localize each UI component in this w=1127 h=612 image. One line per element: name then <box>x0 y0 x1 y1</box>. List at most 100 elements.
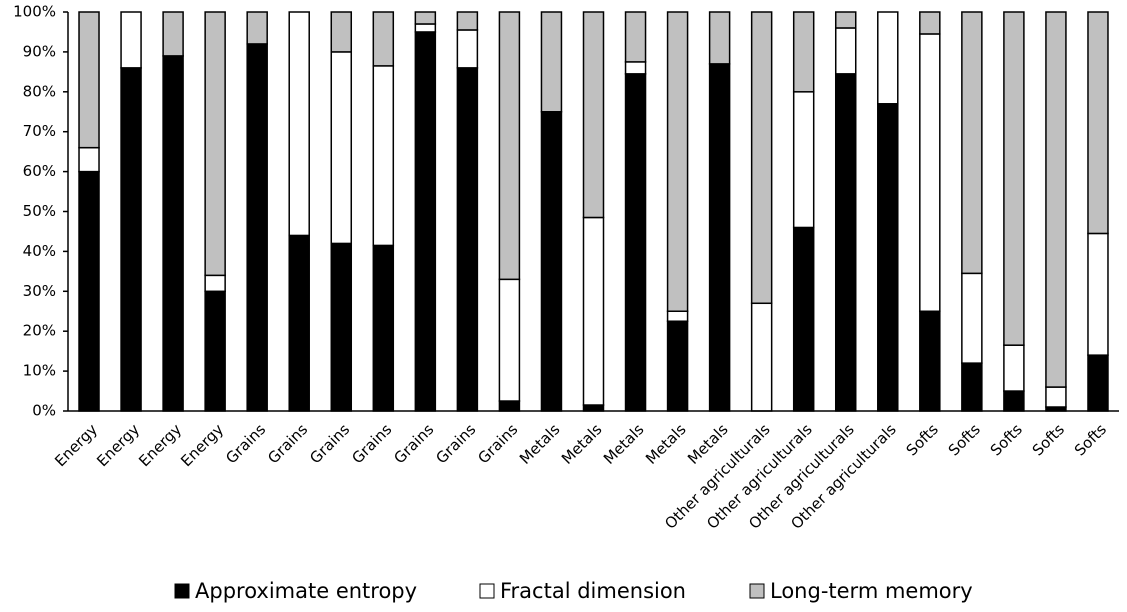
bar-segment <box>540 11 563 113</box>
x-tick-label: Softs <box>1029 420 1068 459</box>
x-tick-label: Energy <box>93 420 143 470</box>
x-tick-label: Grains <box>348 420 395 467</box>
bar-segment <box>666 320 689 412</box>
bar-segment <box>162 55 184 412</box>
bar-segment <box>120 11 142 69</box>
bar-segment <box>498 400 521 412</box>
bar-segment <box>414 23 437 33</box>
bar-segment <box>162 11 184 57</box>
bar-segment <box>1045 11 1067 388</box>
x-tick-label: Metals <box>600 420 648 468</box>
bar-segment <box>961 272 983 364</box>
bar-segment <box>624 73 647 412</box>
legend-label: Fractal dimension <box>500 579 686 603</box>
bar-segment <box>1087 232 1109 356</box>
bar-segment <box>540 111 563 412</box>
bar-segment <box>582 11 605 219</box>
y-tick-label: 80% <box>23 82 56 100</box>
bar-segment <box>834 11 857 29</box>
bar-segment <box>1045 386 1067 408</box>
x-tick-label: Softs <box>945 420 984 459</box>
bar-segment <box>120 67 142 412</box>
bar-segment <box>624 61 647 75</box>
bar-segment <box>372 11 395 67</box>
y-tick-label: 50% <box>23 202 56 220</box>
bar-segment <box>792 11 815 93</box>
bar-segment <box>78 170 100 412</box>
y-tick-label: 20% <box>23 322 56 340</box>
legend-label: Approximate entropy <box>195 579 417 603</box>
bar-segment <box>372 244 395 412</box>
bar-segment <box>246 11 268 45</box>
x-tick-label: Metals <box>642 420 690 468</box>
bar-segment <box>877 11 899 105</box>
bar-segment <box>877 103 899 412</box>
bar-segment <box>792 226 815 412</box>
bar-segment <box>1087 354 1109 412</box>
bar-segment <box>666 310 689 322</box>
y-tick-label: 30% <box>23 282 56 300</box>
x-tick-label: Energy <box>51 420 101 470</box>
bar-segment <box>204 274 226 293</box>
bar-segment <box>834 27 857 75</box>
bar-segment <box>582 404 605 412</box>
x-tick-label: Grains <box>222 420 269 467</box>
bar-segment <box>582 216 605 406</box>
x-tick-label: Grains <box>432 420 479 467</box>
bar-segment <box>78 11 100 149</box>
bar-segment <box>414 11 437 25</box>
bar-segment <box>750 11 773 305</box>
y-tick-label: 0% <box>32 402 56 420</box>
y-tick-label: 90% <box>23 42 56 60</box>
bar-segment <box>246 43 268 412</box>
legend-swatch <box>479 583 495 599</box>
x-tick-label: Grains <box>474 420 521 467</box>
bar-segment <box>78 146 100 173</box>
bar-segment <box>919 310 941 412</box>
y-tick-label: 70% <box>23 122 56 140</box>
x-tick-label: Softs <box>987 420 1026 459</box>
y-tick-label: 10% <box>23 362 56 380</box>
legend-swatch <box>749 583 765 599</box>
bar-segment <box>792 91 815 229</box>
bar-segment <box>330 51 353 245</box>
bar-segment <box>498 278 521 402</box>
y-tick-label: 100% <box>13 3 56 21</box>
bar-segment <box>750 302 773 412</box>
x-tick-label: Energy <box>177 420 227 470</box>
x-tick-label: Grains <box>306 420 353 467</box>
bar-segment <box>961 362 983 412</box>
bar-segment <box>330 11 353 53</box>
bar-segment <box>456 67 479 412</box>
bar-segment <box>204 11 226 277</box>
bar-segment <box>1003 344 1025 392</box>
x-tick-label: Metals <box>516 420 564 468</box>
y-tick-label: 40% <box>23 242 56 260</box>
legend-swatch <box>174 583 190 599</box>
bar-segment <box>1087 11 1109 235</box>
x-tick-label: Grains <box>264 420 311 467</box>
bar-segment <box>961 11 983 275</box>
bar-segment <box>1003 390 1025 412</box>
bar-segment <box>624 11 647 63</box>
x-tick-label: Metals <box>558 420 606 468</box>
x-tick-label: Grains <box>390 420 437 467</box>
bar-segment <box>666 11 689 312</box>
bar-segment <box>919 11 941 35</box>
bar-segment <box>708 11 731 65</box>
bar-segment <box>456 29 479 69</box>
legend-label: Long-term memory <box>770 579 973 603</box>
bar-segment <box>1003 11 1025 346</box>
x-tick-label: Energy <box>135 420 185 470</box>
bar-segment <box>708 63 731 412</box>
bar-segment <box>204 290 226 412</box>
bar-segment <box>330 242 353 412</box>
bar-segment <box>414 31 437 412</box>
bar-segment <box>288 11 310 237</box>
bar-segment <box>498 11 521 281</box>
bar-segment <box>288 234 310 412</box>
y-tick-label: 60% <box>23 162 56 180</box>
x-tick-label: Softs <box>903 420 942 459</box>
bar-segment <box>919 33 941 312</box>
